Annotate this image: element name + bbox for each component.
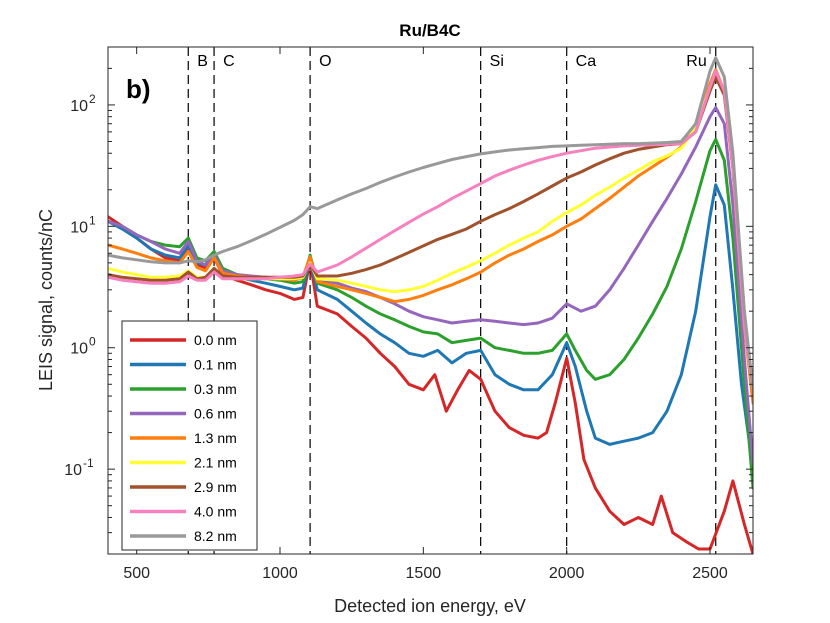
legend-label: 0.3 nm [194,381,237,397]
x-axis-title: Detected ion energy, eV [334,596,526,616]
x-tick-label: 1000 [262,565,298,582]
y-tick-exponent: 1 [89,213,96,227]
chart-title: Ru/B4C [399,21,460,40]
reference-label-c: C [223,53,235,70]
y-tick-label: 10 [70,98,88,115]
legend-label: 0.1 nm [194,357,237,373]
y-tick-label: 10 [70,219,88,236]
series-line-7 [108,69,753,392]
reference-label-ca: Ca [576,53,597,70]
x-tick-label: 2000 [549,565,585,582]
y-tick-label: 10 [64,462,82,479]
legend-label: 1.3 nm [194,430,237,446]
legend-label: 0.6 nm [194,406,237,422]
series-line-3 [108,106,753,466]
series-line-4 [108,68,753,405]
plot-frame [107,46,754,555]
y-tick-exponent: 0 [89,335,96,349]
y-axis-title: LEIS signal, counts/nC [36,209,56,391]
x-tick-label: 1500 [406,565,442,582]
reference-label-b: B [197,53,208,70]
reference-label-o: O [319,53,331,70]
x-tick-label: 2500 [692,565,728,582]
x-tick-label: 500 [123,565,150,582]
series-line-8 [108,56,753,392]
y-tick-exponent: -1 [83,456,94,470]
reference-label-ru: Ru [686,53,706,70]
y-tick-exponent: 2 [89,92,96,106]
legend-label: 2.9 nm [194,479,237,495]
x-axis: 500 1000 1500 2000 2500 [123,47,728,582]
y-tick-label: 10 [70,341,88,358]
reference-label-si: Si [490,53,504,70]
legend-label: 4.0 nm [194,504,237,520]
legend: 0.0 nm 0.1 nm 0.3 nm 0.6 nm 1.3 nm 2.1 nm 2.9 … [121,320,258,551]
series-lines [108,56,753,554]
legend-label: 8.2 nm [194,528,237,544]
legend-label: 0.0 nm [194,332,237,348]
legend-label: 2.1 nm [194,455,237,471]
panel-label: b) [126,74,151,104]
